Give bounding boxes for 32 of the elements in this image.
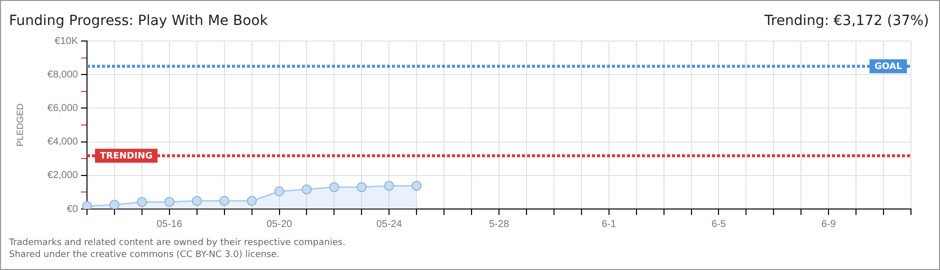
ref-line-label: GOAL	[874, 62, 902, 72]
point	[246, 196, 257, 206]
chart-subtitle: Trending: €3,172 (37%)	[764, 13, 929, 29]
text: Shared under the creative commons (CC BY-NC 3.0) license.	[9, 249, 281, 261]
point	[329, 182, 340, 192]
point	[192, 196, 202, 206]
point	[384, 180, 394, 191]
point	[219, 196, 230, 206]
y-tick-label: €2,000	[47, 170, 78, 182]
x-tick-label: 6-5	[712, 218, 726, 230]
ref-line-label: TRENDING	[100, 152, 152, 162]
y-axis-title: PLEDGED	[14, 102, 25, 147]
x-tick-label: 05-20	[266, 218, 292, 230]
x-tick-label: 6-9	[821, 218, 836, 230]
x-tick-label: 05-24	[376, 218, 402, 230]
chart-title: Funding Progress: Play With Me Book	[9, 13, 268, 29]
y-tick-label: €6,000	[47, 102, 78, 114]
y-tick-label: €4,000	[47, 136, 78, 148]
point	[412, 180, 422, 191]
point	[164, 196, 174, 207]
text: Trademarks and related content are owned by their respective companies.	[9, 237, 346, 249]
point	[109, 200, 120, 209]
y-tick-label: €0	[66, 204, 78, 215]
point	[274, 186, 284, 196]
x-tick-label: 6-1	[602, 218, 617, 230]
point	[302, 184, 312, 194]
y-tick-label: €8,000	[47, 69, 78, 80]
point	[356, 182, 367, 192]
x-tick-label: 5-28	[488, 218, 510, 230]
y-tick-label: €10K	[54, 36, 78, 47]
x-tick-label: 05-16	[156, 218, 183, 230]
point	[136, 196, 147, 207]
